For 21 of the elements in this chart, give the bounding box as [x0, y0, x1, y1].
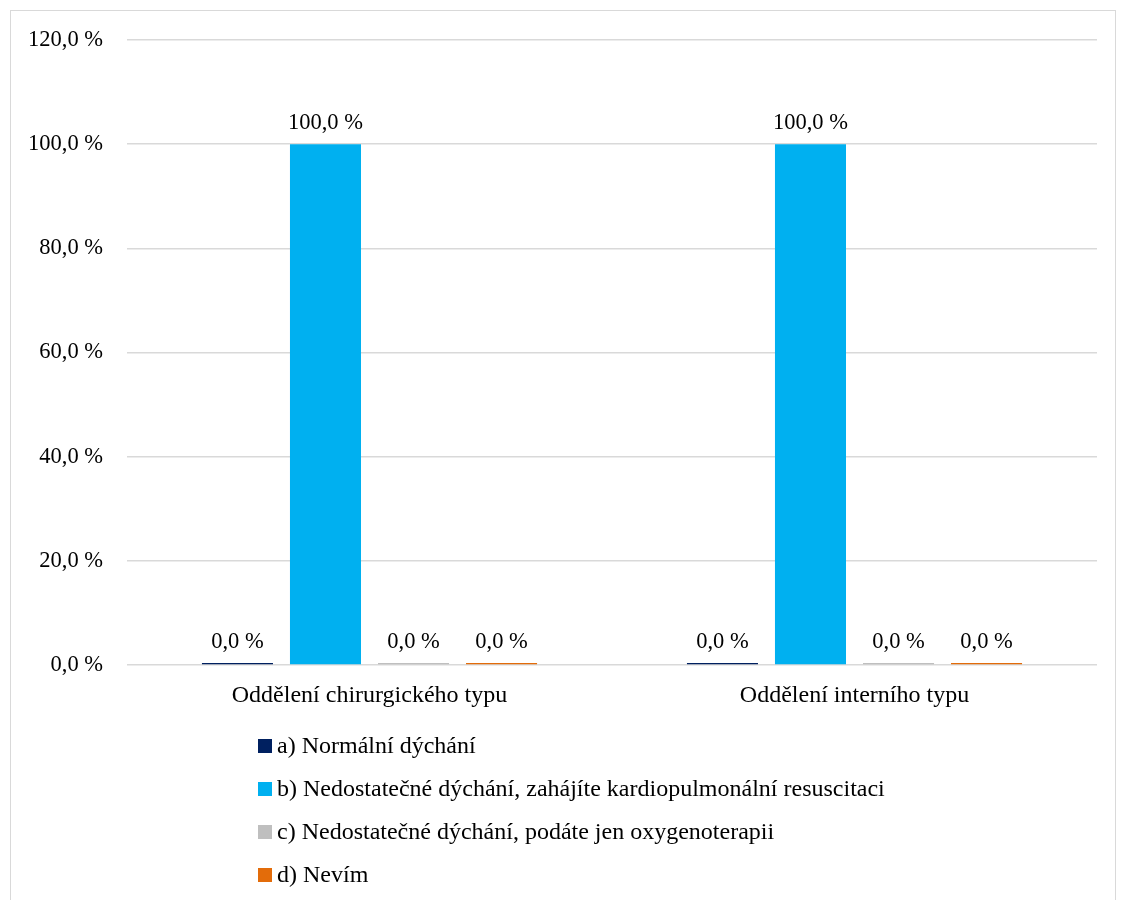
legend-label: a) Normální dýchání	[277, 731, 476, 760]
data-label: 0,0 %	[696, 628, 749, 653]
legend-label: c) Nedostatečné dýchání, podáte jen oxygenoterapii	[277, 817, 775, 846]
legend-label: d) Nevím	[277, 860, 369, 889]
legend-label: b) Nedostatečné dýchání, zahájíte kardiopulmonální resuscitaci	[277, 774, 885, 803]
x-tick-label: Oddělení interního typu	[739, 680, 970, 707]
data-label: 100,0 %	[772, 109, 848, 135]
data-label: 0,0 %	[211, 628, 264, 653]
data-label: 0,0 %	[475, 628, 528, 653]
data-label: 0,0 %	[872, 628, 925, 653]
y-tick-label: 120,0 %	[28, 25, 103, 51]
data-label: 0,0 %	[387, 628, 440, 653]
y-tick-label: 20,0 %	[39, 546, 103, 572]
x-tick-label: Oddělení chirurgického typu	[231, 680, 508, 707]
y-tick-label: 100,0 %	[28, 130, 103, 156]
data-label: 100,0 %	[287, 109, 363, 135]
y-tick-label: 80,0 %	[39, 234, 103, 260]
y-tick-label: 0,0 %	[50, 650, 103, 676]
y-tick-label: 60,0 %	[39, 338, 103, 364]
data-label: 0,0 %	[960, 628, 1013, 653]
y-tick-label: 40,0 %	[39, 442, 103, 468]
